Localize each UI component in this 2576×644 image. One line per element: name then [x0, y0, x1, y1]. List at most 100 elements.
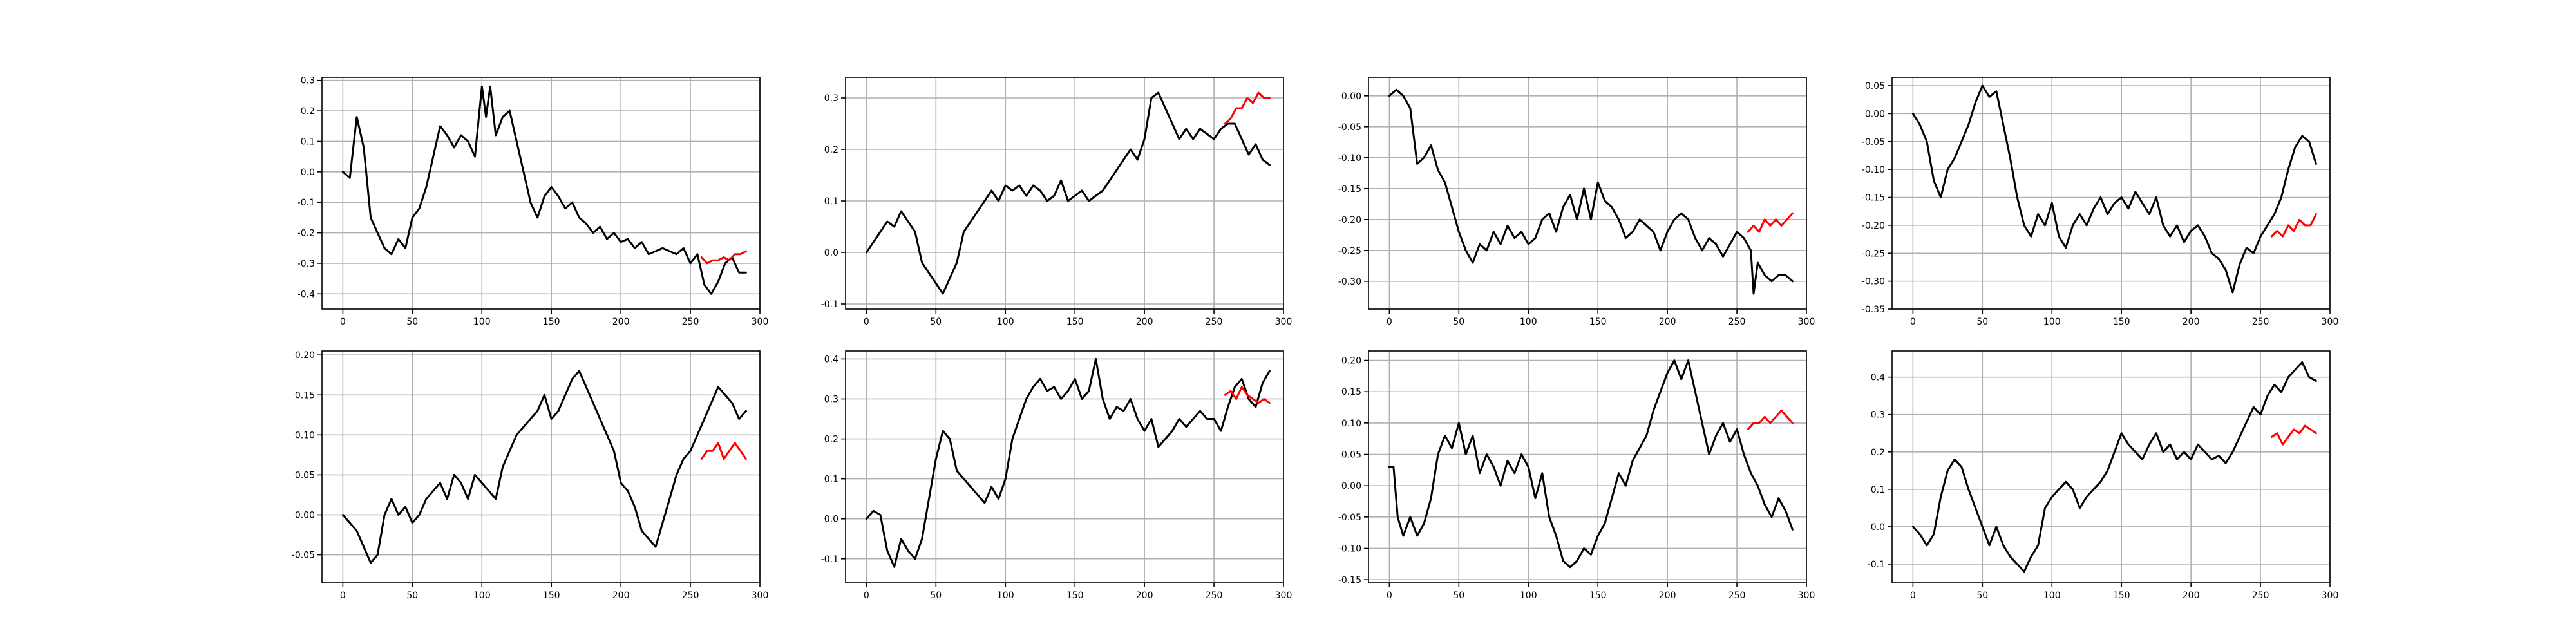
- x-tick-label: 0: [340, 591, 346, 601]
- y-tick-label: -0.05: [292, 551, 315, 561]
- axes-frame: [845, 77, 1284, 310]
- y-tick-label: 0.15: [1341, 387, 1361, 397]
- chart-panel: 0 50 100 150 200 250 300 -0.1 0.0 0.1 0.2 0.3: [821, 77, 1293, 327]
- y-tick-label: -0.1: [821, 299, 838, 310]
- x-tick-label: 0: [340, 317, 346, 327]
- y-tick-label: 0.3: [824, 394, 838, 404]
- x-tick-label: 0: [1387, 317, 1392, 327]
- y-tick-label: 0.3: [1871, 410, 1885, 421]
- y-tick-label: -0.05: [1338, 122, 1361, 133]
- chart-panel: 0 50 100 150 200 250 300 -0.4 -0.3 -0.2 -0.1 0.0 0.1…: [298, 76, 769, 327]
- y-tick-label: 0.00: [1865, 109, 1885, 119]
- y-tick-label: 0.2: [824, 435, 838, 445]
- x-tick-label: 250: [682, 591, 699, 601]
- x-tick-label: 200: [1659, 591, 1676, 601]
- y-tick-label: -0.15: [1862, 193, 1885, 204]
- x-tick-label: 200: [612, 591, 630, 601]
- x-tick-label: 300: [2322, 591, 2339, 601]
- actual-series-line: [1388, 88, 1794, 295]
- forecast-series-line: [2270, 424, 2317, 446]
- x-tick-label: 150: [543, 317, 560, 327]
- y-tick-label: 0.3: [301, 76, 315, 86]
- y-tick-label: -0.30: [1862, 277, 1885, 287]
- actual-series-line: [1911, 361, 2317, 573]
- x-tick-label: 50: [1976, 317, 1988, 327]
- x-tick-label: 150: [1589, 591, 1607, 601]
- chart-panel: 0 50 100 150 200 250 300 -0.1 0.0 0.1 0.2 0.3 0.4: [1868, 350, 2339, 601]
- x-tick-label: 300: [1275, 317, 1293, 327]
- x-tick-label: 100: [2043, 317, 2061, 327]
- x-tick-label: 150: [1066, 591, 1084, 601]
- chart-panel: 0 50 100 150 200 250 300 -0.15 -0.10 -0.05 0.00 0.0…: [1338, 350, 1815, 601]
- x-tick-label: 0: [1387, 591, 1392, 601]
- chart-panel: 0 50 100 150 200 250 300 -0.30 -0.25 -0.20 -0.15 -0…: [1338, 77, 1815, 327]
- x-tick-label: 300: [752, 317, 769, 327]
- x-tick-label: 200: [1136, 317, 1153, 327]
- x-tick-label: 100: [997, 591, 1014, 601]
- y-tick-label: 0.1: [824, 196, 838, 207]
- x-tick-label: 0: [1910, 317, 1916, 327]
- y-tick-label: 0.4: [824, 354, 838, 365]
- y-tick-label: -0.20: [1338, 215, 1361, 225]
- x-tick-label: 250: [1728, 317, 1746, 327]
- axes-frame: [1891, 77, 2331, 310]
- y-tick-label: 0.4: [1871, 373, 1885, 383]
- x-tick-label: 150: [2113, 591, 2130, 601]
- x-tick-label: 200: [2183, 591, 2200, 601]
- y-tick-label: 0.05: [295, 470, 315, 480]
- x-tick-label: 50: [930, 317, 942, 327]
- x-tick-label: 100: [1520, 317, 1537, 327]
- y-tick-label: -0.05: [1338, 513, 1361, 523]
- y-tick-label: 0.3: [824, 93, 838, 104]
- forecast-series-line: [1747, 409, 1794, 431]
- actual-series-line: [1911, 84, 2317, 294]
- x-tick-label: 50: [406, 591, 418, 601]
- x-tick-label: 200: [1659, 317, 1676, 327]
- y-tick-label: -0.35: [1862, 305, 1885, 315]
- y-tick-label: 0.00: [295, 510, 315, 520]
- x-tick-label: 50: [1453, 317, 1464, 327]
- x-tick-label: 100: [1520, 591, 1537, 601]
- x-tick-label: 250: [1728, 591, 1746, 601]
- x-tick-label: 300: [1798, 317, 1815, 327]
- axes-frame: [1368, 77, 1807, 310]
- axes-frame: [321, 77, 761, 310]
- y-tick-label: -0.20: [1862, 221, 1885, 231]
- x-tick-label: 100: [473, 317, 491, 327]
- x-tick-label: 150: [2113, 317, 2130, 327]
- y-tick-label: -0.05: [1862, 137, 1885, 147]
- y-tick-label: -0.15: [1338, 575, 1361, 585]
- y-tick-label: -0.25: [1338, 246, 1361, 256]
- chart-panel: 0 50 100 150 200 250 300 -0.1 0.0 0.1 0.2 0.3 0.4: [821, 350, 1292, 601]
- actual-series-line: [1388, 359, 1794, 569]
- x-tick-label: 0: [864, 591, 869, 601]
- x-tick-label: 50: [930, 591, 942, 601]
- y-tick-label: 0.00: [1341, 91, 1361, 102]
- y-tick-label: -0.1: [298, 198, 315, 208]
- chart-panel: 0 50 100 150 200 250 300 -0.05 0.00 0.05 0.10 0.15 0…: [292, 350, 768, 601]
- forecast-series-line: [1747, 212, 1794, 233]
- y-tick-label: 0.10: [295, 430, 315, 440]
- y-tick-label: -0.30: [1338, 277, 1361, 287]
- actual-series-line: [865, 357, 1271, 568]
- y-tick-label: -0.2: [298, 229, 315, 239]
- actual-series-line: [341, 85, 747, 295]
- actual-series-line: [341, 370, 747, 564]
- x-tick-label: 150: [543, 591, 560, 601]
- y-tick-label: 0.05: [1341, 450, 1361, 460]
- forecast-series-line: [1224, 386, 1271, 404]
- y-tick-label: 0.1: [824, 475, 838, 485]
- y-tick-label: 0.2: [301, 106, 315, 117]
- x-tick-label: 0: [1910, 591, 1916, 601]
- y-tick-label: -0.25: [1862, 249, 1885, 259]
- y-tick-label: 0.20: [1341, 356, 1361, 366]
- x-tick-label: 200: [2183, 317, 2200, 327]
- x-tick-label: 300: [2322, 317, 2339, 327]
- x-tick-label: 100: [997, 317, 1014, 327]
- x-tick-label: 150: [1066, 317, 1084, 327]
- y-tick-label: 0.1: [1871, 485, 1885, 495]
- y-tick-label: -0.15: [1338, 184, 1361, 194]
- x-tick-label: 50: [1453, 591, 1464, 601]
- axes-frame: [845, 350, 1284, 583]
